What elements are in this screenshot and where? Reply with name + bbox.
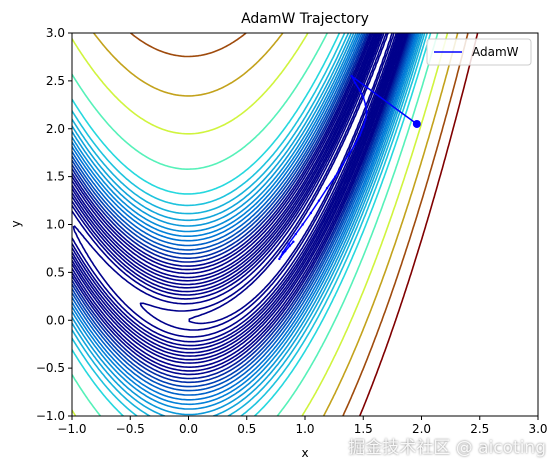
trajectory-point	[364, 117, 367, 121]
y-tick-label: 2.0	[46, 122, 65, 136]
contour-line	[72, 33, 412, 384]
contour-line	[72, 33, 405, 361]
x-tick-label: 1.5	[354, 422, 373, 436]
trajectory-point	[353, 142, 357, 146]
x-tick-label: 0.5	[237, 422, 256, 436]
contour-line	[72, 33, 416, 396]
legend: AdamW	[426, 38, 532, 66]
contour-line	[72, 33, 399, 343]
trajectory	[278, 74, 421, 261]
contour-line	[92, 33, 459, 416]
trajectory-point	[362, 95, 365, 99]
trajectory-point	[358, 89, 361, 92]
legend-box	[426, 38, 532, 66]
y-tick-label: −1.0	[36, 409, 65, 423]
trajectory-point	[348, 152, 351, 155]
contour-line	[72, 33, 439, 416]
contour-line	[72, 33, 426, 416]
start-point	[412, 119, 421, 128]
chart-title: AdamW Trajectory	[241, 11, 369, 27]
y-tick-label: 3.0	[46, 26, 65, 40]
contour-line	[72, 33, 400, 347]
contour-line	[72, 33, 428, 416]
y-tick-label: −0.5	[36, 361, 65, 375]
contour-line	[72, 33, 410, 376]
trajectory-point	[287, 242, 290, 245]
x-axis-label: x	[301, 446, 308, 460]
x-tick-label: 2.0	[412, 422, 431, 436]
trajectory-point	[283, 250, 287, 253]
trajectory-point	[278, 257, 281, 261]
trajectory-point	[353, 81, 357, 84]
trajectory-point	[325, 186, 329, 190]
contour-lines	[72, 33, 479, 416]
trajectory-point	[334, 175, 337, 178]
trajectory-point	[364, 103, 367, 107]
contour-line	[72, 33, 404, 357]
y-tick-label: 1.0	[46, 218, 65, 232]
y-tick-label: 0.0	[46, 313, 65, 327]
contour-line	[72, 33, 415, 392]
trajectory-point	[365, 110, 368, 113]
trajectory-point	[279, 255, 282, 259]
y-axis-label: y	[9, 220, 23, 227]
contour-line	[188, 33, 393, 325]
y-tick-label: 0.5	[46, 265, 65, 279]
y-axis-ticks: −1.0 −0.5 0.0 0.5 1.0 1.5 2.0 2.5 3.0	[36, 26, 72, 423]
contour-line	[72, 33, 419, 406]
contour-line	[72, 33, 407, 368]
trajectory-point	[292, 240, 295, 243]
contour-line	[72, 33, 418, 401]
trajectory-point	[294, 232, 297, 236]
contour-line	[72, 33, 397, 338]
contour-line	[72, 33, 403, 354]
contour-line	[72, 33, 401, 350]
y-tick-label: 2.5	[46, 74, 65, 88]
contour-line	[72, 33, 432, 416]
trajectory-point	[317, 199, 321, 202]
trajectory-point	[358, 134, 361, 137]
contour-line	[72, 33, 424, 416]
trajectory-point	[281, 251, 285, 254]
x-tick-label: −1.0	[57, 422, 86, 436]
contour-line	[72, 33, 414, 388]
trajectory-point	[309, 211, 313, 215]
trajectory-point	[341, 163, 344, 167]
contour-line	[72, 33, 409, 372]
y-tick-label: 1.5	[46, 170, 65, 184]
x-tick-label: 3.0	[528, 422, 547, 436]
contour-line	[139, 33, 395, 331]
trajectory-point	[288, 244, 292, 247]
trajectory-point	[350, 74, 353, 78]
trajectory-point	[362, 125, 365, 129]
x-tick-label: −0.5	[116, 422, 145, 436]
watermark: 掘金技术社区 @ aicoting	[348, 438, 546, 458]
contour-line	[72, 33, 422, 416]
trajectory-point	[301, 223, 304, 226]
x-axis-ticks: −1.0 −0.5 0.0 0.5 1.0 1.5 2.0 2.5 3.0	[57, 416, 548, 436]
legend-label-adamw: AdamW	[472, 45, 519, 59]
contour-line	[72, 33, 411, 380]
x-tick-label: 1.0	[295, 422, 314, 436]
x-tick-label: 0.0	[179, 422, 198, 436]
contour-line	[72, 33, 406, 364]
x-tick-label: 2.5	[470, 422, 489, 436]
